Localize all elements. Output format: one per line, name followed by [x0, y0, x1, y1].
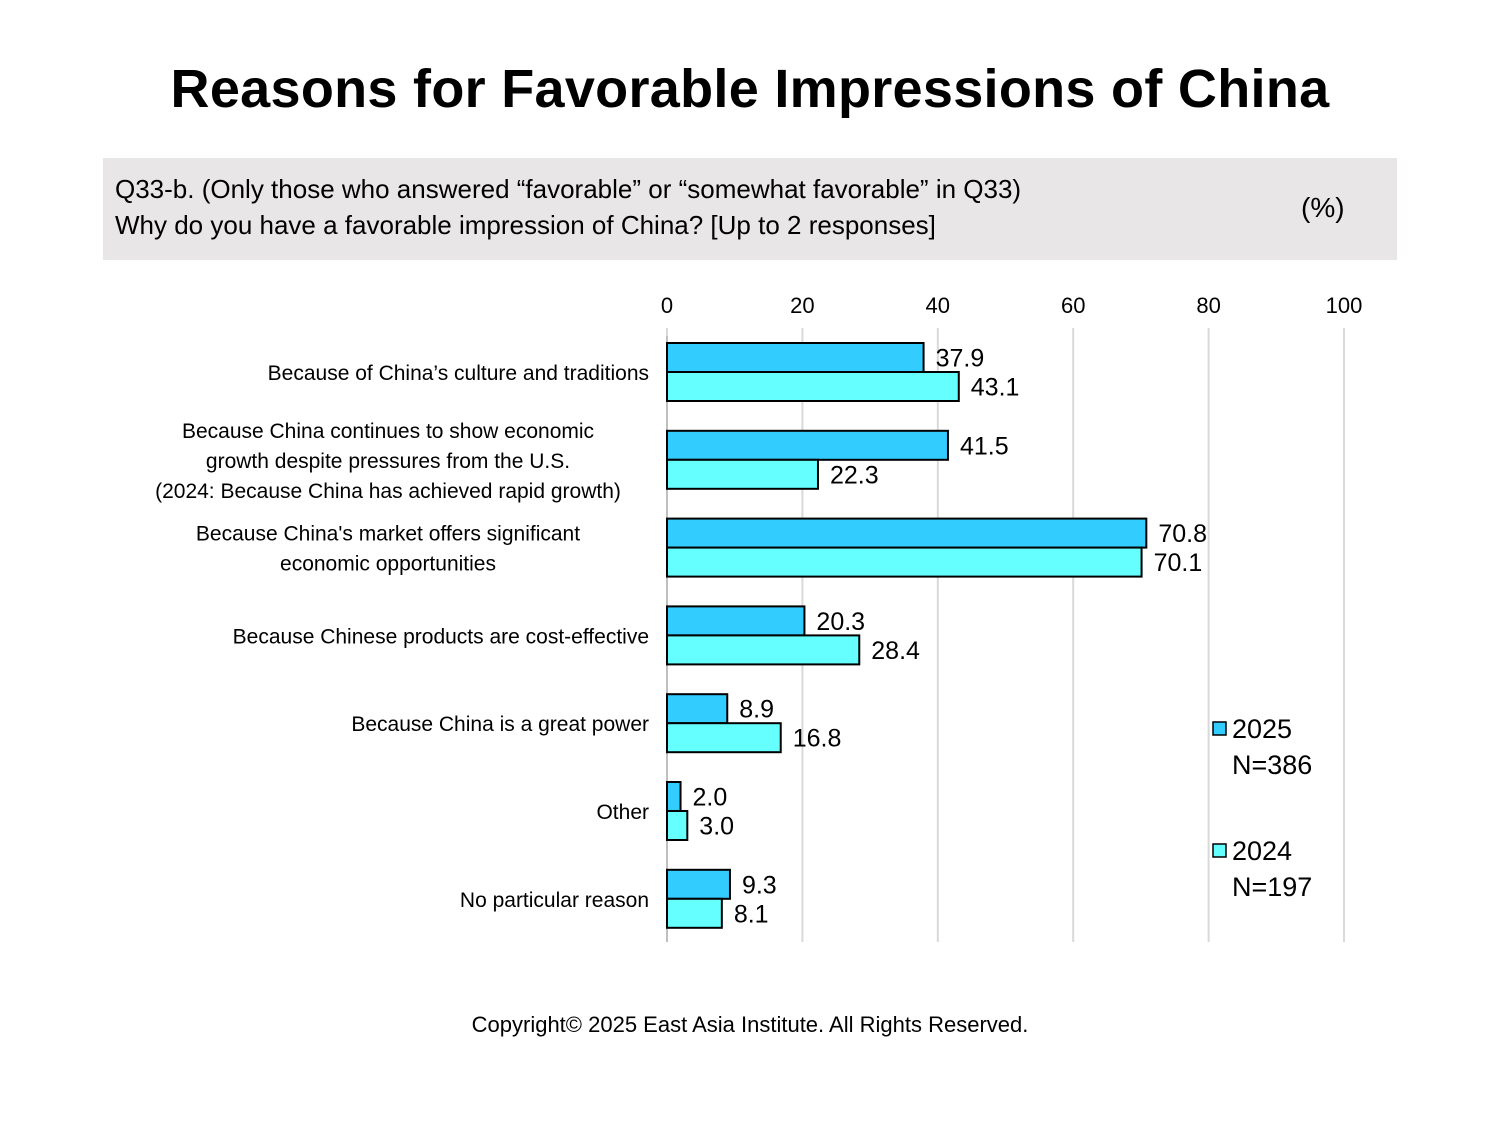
- copyright-notice: Copyright© 2025 East Asia Institute. All…: [471, 1012, 1029, 1037]
- data-label: 41.5: [960, 432, 1009, 460]
- bar-2024: [666, 897, 723, 929]
- category-label: Because Chinese products are cost-effect…: [233, 625, 649, 648]
- bar-2025: [666, 781, 682, 812]
- x-tick-label: 20: [790, 293, 814, 318]
- category-label: Because China is a great power: [351, 713, 649, 736]
- category-label: Because China's market offers significan…: [196, 523, 580, 546]
- data-label: 2.0: [693, 784, 728, 812]
- data-label: 9.3: [742, 871, 777, 899]
- x-tick-label: 40: [926, 293, 950, 318]
- data-label: 28.4: [871, 637, 920, 665]
- legend-sample-size: N=197: [1232, 872, 1312, 902]
- question-line-2: Why do you have a favorable impression o…: [115, 210, 936, 240]
- bar-2024: [666, 722, 782, 754]
- legend-series-name: 2025: [1232, 714, 1292, 744]
- x-tick-label: 80: [1196, 293, 1220, 318]
- legend-swatch: [1212, 843, 1227, 858]
- category-label: growth despite pressures from the U.S.: [206, 450, 570, 473]
- bar-2025: [666, 868, 731, 900]
- data-label: 8.9: [739, 696, 774, 724]
- data-label: 20.3: [816, 608, 865, 636]
- question-box: Q33-b. (Only those who answered “favorab…: [103, 158, 1397, 260]
- data-label: 43.1: [971, 374, 1020, 402]
- bar-2024: [666, 546, 1143, 578]
- data-label: 16.8: [793, 725, 842, 753]
- data-label: 70.1: [1154, 549, 1203, 577]
- question-line-1: Q33-b. (Only those who answered “favorab…: [115, 174, 1022, 204]
- bar-2025: [666, 429, 949, 461]
- category-label: Because China continues to show economic: [182, 420, 594, 443]
- bar-2024: [666, 371, 960, 402]
- bar-2025: [666, 517, 1148, 549]
- data-label: 8.1: [734, 900, 769, 928]
- category-label: Other: [596, 801, 649, 824]
- unit-label: (%): [1301, 192, 1345, 223]
- x-tick-label: 60: [1061, 293, 1085, 318]
- category-label: economic opportunities: [280, 553, 496, 576]
- bar-2024: [666, 810, 689, 841]
- legend-swatch: [1212, 721, 1227, 736]
- bar-2024: [666, 458, 819, 490]
- legend-sample-size: N=386: [1232, 750, 1312, 780]
- data-label: 70.8: [1158, 520, 1207, 548]
- x-tick-label: 100: [1326, 293, 1363, 318]
- category-label: No particular reason: [460, 889, 649, 912]
- data-label: 22.3: [830, 461, 879, 489]
- data-label: 37.9: [936, 345, 985, 373]
- category-label: Because of China’s culture and tradition…: [268, 362, 649, 385]
- bar-2025: [666, 342, 925, 373]
- bar-2024: [666, 634, 861, 666]
- legend-series-name: 2024: [1232, 836, 1292, 866]
- data-label: 3.0: [699, 813, 734, 841]
- chart-title: Reasons for Favorable Impressions of Chi…: [170, 59, 1330, 119]
- bar-2025: [666, 605, 806, 637]
- x-tick-label: 0: [661, 293, 673, 318]
- bar-2025: [666, 693, 729, 725]
- category-label: (2024: Because China has achieved rapid …: [155, 480, 621, 503]
